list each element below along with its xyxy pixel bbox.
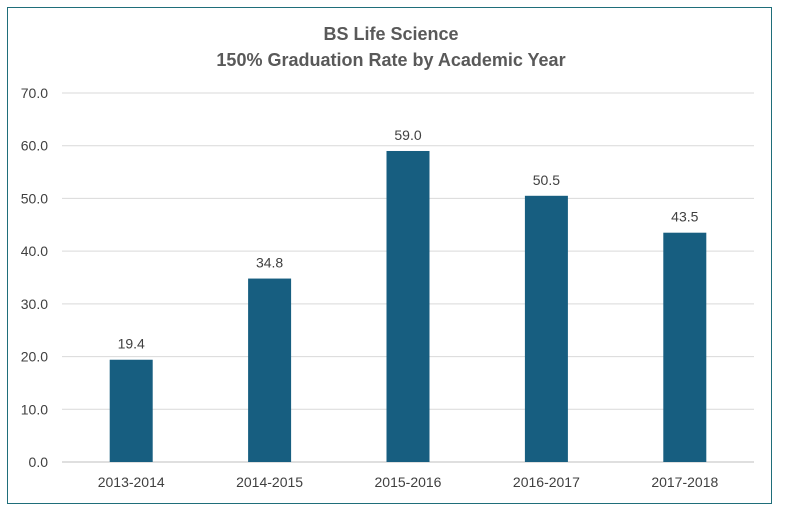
bar-2016-2017 — [524, 195, 568, 463]
chart-title: BS Life Science — [323, 24, 458, 44]
data-labels: 19.4 34.8 59.0 50.5 43.5 — [118, 127, 699, 352]
chart-subtitle: 150% Graduation Rate by Academic Year — [216, 50, 565, 70]
y-tick-label: 0.0 — [29, 454, 49, 470]
y-tick-label: 50.0 — [21, 190, 48, 206]
y-tick-label: 40.0 — [21, 243, 48, 259]
bar-2017-2018 — [663, 232, 707, 462]
bar-2015-2016 — [386, 150, 430, 462]
data-label: 34.8 — [256, 255, 283, 271]
x-tick-label: 2016-2017 — [513, 474, 580, 490]
y-tick-label: 60.0 — [21, 138, 48, 154]
data-label: 59.0 — [394, 127, 421, 143]
y-tick-label: 20.0 — [21, 349, 48, 365]
y-tick-label: 30.0 — [21, 296, 48, 312]
data-label: 50.5 — [533, 172, 560, 188]
x-tick-label: 2014-2015 — [236, 474, 303, 490]
x-tick-label: 2017-2018 — [651, 474, 718, 490]
x-tick-label: 2013-2014 — [98, 474, 165, 490]
x-tick-label: 2015-2016 — [375, 474, 442, 490]
bar-2014-2015 — [248, 278, 292, 462]
bar-2013-2014 — [109, 359, 153, 462]
y-axis-ticks: 0.0 10.0 20.0 30.0 40.0 50.0 60.0 70.0 — [21, 85, 48, 470]
x-axis-ticks: 2013-2014 2014-2015 2015-2016 2016-2017 2017… — [98, 474, 719, 490]
data-label: 43.5 — [671, 209, 698, 225]
y-tick-label: 10.0 — [21, 401, 48, 417]
data-label: 19.4 — [118, 336, 145, 352]
y-tick-label: 70.0 — [21, 85, 48, 101]
bars — [109, 150, 707, 463]
